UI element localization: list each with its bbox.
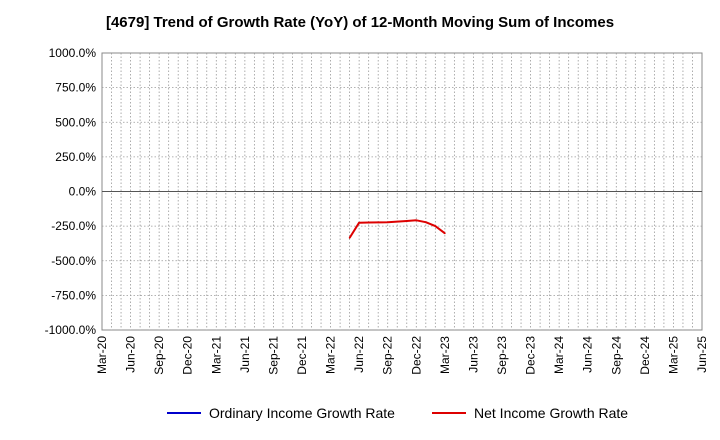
x-tick-label: Sep-20 xyxy=(152,336,166,375)
x-tick-label: Mar-25 xyxy=(666,336,680,374)
y-tick-label: -1000.0% xyxy=(45,323,97,337)
data-point xyxy=(444,232,446,235)
x-tick-label: Jun-21 xyxy=(238,336,252,373)
grid-layer xyxy=(101,52,703,331)
y-tick-label: 250.0% xyxy=(55,150,96,164)
chart-title: [4679] Trend of Growth Rate (YoY) of 12-… xyxy=(105,14,615,31)
data-point xyxy=(386,221,389,224)
x-tick-label: Mar-21 xyxy=(209,336,223,374)
x-tick-label: Jun-25 xyxy=(695,336,709,373)
x-tick-label: Dec-24 xyxy=(638,336,652,375)
x-tick-label: Sep-24 xyxy=(609,336,623,375)
x-tick-label: Sep-22 xyxy=(381,336,395,375)
x-tick-label: Jun-23 xyxy=(466,336,480,373)
x-tick-label: Dec-20 xyxy=(181,336,195,375)
x-tick-label: Dec-22 xyxy=(409,336,423,375)
legend-label-ordinary: Ordinary Income Growth Rate xyxy=(209,405,395,421)
data-point xyxy=(415,219,418,222)
series-layer xyxy=(348,219,446,239)
x-tick-label: Sep-21 xyxy=(266,336,280,375)
data-point xyxy=(377,221,379,224)
x-tick-label: Dec-23 xyxy=(524,336,538,375)
data-point xyxy=(425,221,427,224)
y-tick-label: 1000.0% xyxy=(49,46,97,60)
data-point xyxy=(348,237,351,239)
x-tick-label: Jun-22 xyxy=(352,336,366,373)
x-tick-label: Mar-22 xyxy=(324,336,338,374)
y-tick-label: 500.0% xyxy=(55,115,96,129)
x-tick-label: Jun-24 xyxy=(581,336,595,373)
legend-item-ordinary: Ordinary Income Growth Rate xyxy=(167,405,395,421)
data-point xyxy=(358,221,360,224)
x-tick-label: Mar-20 xyxy=(95,336,109,374)
y-tick-label: -750.0% xyxy=(51,288,96,302)
data-point xyxy=(367,221,370,224)
y-tick-label: 750.0% xyxy=(55,81,96,95)
legend-swatch-ordinary xyxy=(167,412,201,414)
data-point xyxy=(396,220,399,223)
x-tick-label: Sep-23 xyxy=(495,336,509,375)
data-point xyxy=(405,220,408,222)
legend-item-net: Net Income Growth Rate xyxy=(432,405,628,421)
x-tick-label: Mar-23 xyxy=(438,336,452,374)
x-tick-label: Jun-20 xyxy=(124,336,138,373)
data-point xyxy=(434,225,437,227)
legend-swatch-net xyxy=(432,412,466,414)
axis-layer: 1000.0% 750.0% 500.0% 250.0% 0.0% -250.0% -500… xyxy=(45,46,709,375)
legend-label-net: Net Income Growth Rate xyxy=(474,405,629,421)
y-tick-label: -250.0% xyxy=(51,219,96,233)
y-tick-label: -500.0% xyxy=(51,254,96,268)
y-tick-label: 0.0% xyxy=(69,185,97,199)
x-tick-label: Dec-21 xyxy=(295,336,309,375)
x-tick-label: Mar-24 xyxy=(552,336,566,374)
